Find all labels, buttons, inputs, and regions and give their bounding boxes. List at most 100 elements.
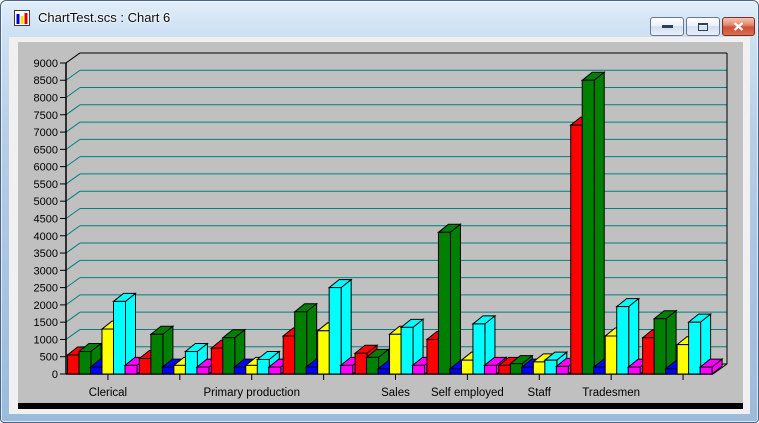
- bar-yellow: [532, 361, 546, 375]
- bar-blue: [305, 366, 319, 375]
- y-axis-label: 1000: [34, 334, 58, 346]
- gridline-slant: [65, 277, 81, 289]
- bar-red: [642, 337, 656, 375]
- y-axis-label: 7000: [34, 127, 58, 139]
- bar-green: [78, 351, 92, 375]
- window-controls: [650, 17, 755, 36]
- gridline-slant: [65, 294, 81, 306]
- client-area: 0 500 1000 1500 2000 2500 3000 3500 4000 4500 5000…: [9, 37, 750, 414]
- bar-cyan: [328, 287, 342, 375]
- bar-cyan: [472, 323, 486, 375]
- bar-blue: [449, 368, 463, 375]
- bar-red: [426, 338, 440, 375]
- close-icon: [733, 22, 744, 31]
- bar-magenta: [412, 364, 426, 375]
- gridline-slant: [65, 208, 81, 219]
- y-axis-label: 6500: [34, 144, 58, 156]
- bar-side-green: [449, 223, 461, 376]
- category-label: Clerical: [89, 387, 127, 399]
- minimize-button[interactable]: [650, 17, 684, 36]
- y-axis-label: 9000: [34, 58, 58, 70]
- gridline-slant: [65, 329, 81, 340]
- y-axis-label: 6000: [34, 162, 58, 174]
- title-bar[interactable]: ChartTest.scs : Chart 6: [1, 1, 758, 37]
- chart-panel: 0 500 1000 1500 2000 2500 3000 3500 4000 4500 5000…: [18, 42, 743, 409]
- bar-blue: [90, 366, 103, 375]
- y-axis-label: 2000: [34, 300, 58, 312]
- bar-cyan: [544, 359, 558, 375]
- window-title: ChartTest.scs : Chart 6: [38, 10, 171, 25]
- bar-yellow: [604, 335, 618, 375]
- gridline-slant: [65, 87, 81, 98]
- bar-magenta: [268, 366, 282, 375]
- bar-chart: 0 500 1000 1500 2000 2500 3000 3500 4000 4500 5000…: [18, 52, 743, 409]
- gridline-slant: [65, 69, 81, 81]
- bar-green: [581, 79, 595, 375]
- y-axis-label: 0: [52, 369, 58, 381]
- bar-blue: [377, 368, 391, 375]
- bar-yellow: [317, 330, 331, 375]
- bar-side-green: [593, 71, 605, 376]
- bar-green: [366, 356, 380, 375]
- bar-red: [210, 347, 224, 375]
- y-axis-label: 7500: [34, 110, 58, 122]
- bar-magenta: [196, 366, 210, 375]
- bar-blue: [521, 366, 535, 375]
- bar-chart-app-icon-glyph: [16, 13, 28, 24]
- bar-red: [354, 352, 368, 375]
- frame-bottom-right-slant: [712, 363, 728, 375]
- bar-red: [282, 335, 296, 375]
- gridline-slant: [65, 173, 81, 185]
- bar-green: [150, 333, 164, 375]
- y-axis-label: 3500: [34, 248, 58, 260]
- y-axis-label: 4500: [34, 213, 58, 225]
- y-axis-label: 5500: [34, 179, 58, 191]
- y-axis-label: 3000: [34, 265, 58, 277]
- bar-green: [653, 318, 667, 375]
- bar-yellow: [245, 364, 259, 375]
- bar-green: [222, 337, 236, 375]
- gridline-slant: [65, 311, 81, 323]
- frame-top-slant: [65, 52, 81, 64]
- bar-green: [437, 231, 451, 375]
- bar-blue: [161, 366, 175, 375]
- bar-yellow: [389, 333, 403, 375]
- bar-magenta: [124, 364, 138, 375]
- category-label: Tradesmen: [582, 387, 640, 399]
- bar-cyan: [184, 351, 198, 375]
- bar-magenta: [555, 365, 569, 375]
- gridline-slant: [65, 190, 81, 202]
- bar-blue: [233, 366, 247, 375]
- bar-green: [509, 363, 523, 375]
- bar-chart-app-icon: [14, 10, 30, 26]
- close-button[interactable]: [722, 17, 755, 36]
- category-label: Primary production: [203, 387, 300, 399]
- bar-cyan: [256, 358, 270, 375]
- bar-red: [570, 124, 584, 375]
- bar-red: [138, 357, 152, 375]
- y-axis-label: 5000: [34, 196, 58, 208]
- y-axis-label: 1500: [34, 317, 58, 329]
- y-axis-label: 500: [40, 352, 58, 364]
- gridline-slant: [65, 259, 81, 271]
- bar-blue: [665, 368, 679, 375]
- gridline-slant: [65, 138, 81, 150]
- gridline-slant: [65, 225, 81, 237]
- gridline-slant: [65, 156, 81, 168]
- maximize-button[interactable]: [686, 17, 720, 36]
- bar-magenta: [340, 364, 354, 375]
- chart-base-bar: [18, 403, 743, 409]
- bar-green: [294, 311, 308, 375]
- bar-yellow: [101, 328, 115, 375]
- gridline-slant: [65, 242, 81, 254]
- minimize-icon: [661, 25, 673, 28]
- category-label: Staff: [528, 387, 552, 399]
- bar-magenta: [483, 364, 497, 375]
- bar-cyan: [400, 326, 414, 375]
- gridline-slant: [65, 121, 81, 133]
- bar-magenta: [699, 366, 713, 375]
- bar-magenta: [627, 366, 641, 375]
- bar-yellow: [676, 344, 690, 375]
- bar-cyan: [113, 300, 126, 375]
- bar-yellow: [173, 364, 187, 375]
